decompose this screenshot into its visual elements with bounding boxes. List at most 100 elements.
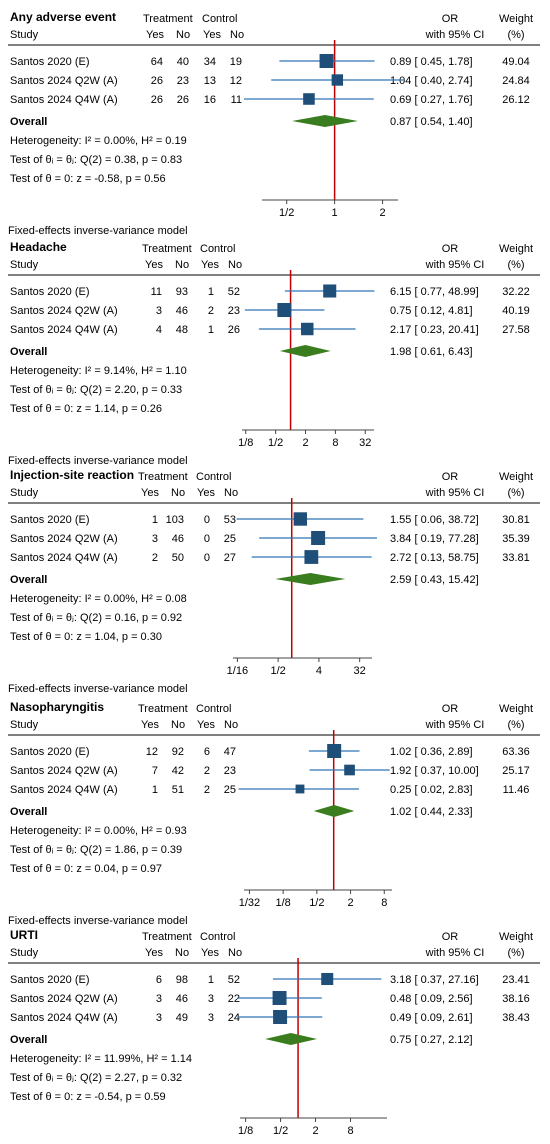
or-ci-value: 0.25 [ 0.02, 2.83] [390,784,473,796]
study-marker [344,764,355,776]
treatment-yes-value: 7 [152,765,158,777]
study-label: Santos 2020 (E) [10,56,90,68]
overall-label: Overall [10,574,47,586]
treatment-yes-value: 4 [156,324,162,336]
model-caption: Fixed-effects inverse-variance model [8,455,188,467]
treatment-no-value: 40 [177,56,189,68]
treatment-no-value: 51 [172,784,184,796]
treatment-yes-value: 3 [152,533,158,545]
treatment-yes-value: 3 [156,1012,162,1024]
control-no-value: 25 [224,784,236,796]
or-header: OR [442,243,459,255]
overall-label: Overall [10,346,47,358]
or-ci-value: 3.84 [ 0.19, 77.28] [390,533,479,545]
test-zero-text: Test of θ = 0: z = 0.04, p = 0.97 [10,863,162,875]
x-tick-label: 4 [316,665,322,677]
weight-value: 49.04 [502,56,530,68]
test-zero-text: Test of θ = 0: z = 1.04, p = 0.30 [10,631,162,643]
study-header: Study [10,487,39,499]
control-header: Control [196,703,231,715]
study-label: Santos 2020 (E) [10,286,90,298]
control-header: Control [202,13,237,25]
overall-diamond [313,805,355,817]
test-zero-text: Test of θ = 0: z = -0.58, p = 0.56 [10,173,166,185]
treatment-yes-value: 1 [152,514,158,526]
treatment-yes-header: Yes [145,947,163,959]
treatment-no-value: 103 [166,514,184,526]
or-ci-value: 0.49 [ 0.09, 2.61] [390,1012,473,1024]
treatment-yes-header: Yes [141,719,159,731]
treatment-no-value: 92 [172,746,184,758]
or-header: OR [442,13,459,25]
forest-panel-3: Injection-site reaction Treatment Control O… [8,468,540,695]
control-yes-value: 1 [208,286,214,298]
study-marker [273,1010,288,1024]
treatment-header: Treatment [142,243,192,255]
control-no-header: No [230,29,244,41]
weight-value: 23.41 [502,974,530,986]
test-theta-text: Test of θᵢ = θⱼ: Q(2) = 0.16, p = 0.92 [10,612,182,624]
weight-value: 25.17 [502,765,530,777]
treatment-no-value: 46 [172,533,184,545]
or-ci-value: 3.18 [ 0.37, 27.16] [390,974,479,986]
or-ci-value: 0.69 [ 0.27, 1.76] [390,94,473,106]
control-yes-header: Yes [201,947,219,959]
model-caption: Fixed-effects inverse-variance model [8,683,188,695]
treatment-no-value: 93 [176,286,188,298]
weight-value: 27.58 [502,324,530,336]
heterogeneity-text: Heterogeneity: I² = 0.00%, H² = 0.08 [10,593,187,605]
control-no-value: 47 [224,746,236,758]
weight-unit-header: (%) [507,259,524,271]
overall-label: Overall [10,806,47,818]
study-label: Santos 2020 (E) [10,974,90,986]
weight-header: Weight [499,243,533,255]
control-no-value: 27 [224,552,236,564]
overall-diamond [291,115,358,127]
test-zero-text: Test of θ = 0: z = 1.14, p = 0.26 [10,403,162,415]
x-tick-label: 2 [347,897,353,909]
control-no-header: No [228,259,242,271]
control-yes-value: 2 [208,305,214,317]
control-no-value: 52 [228,286,240,298]
treatment-yes-value: 1 [152,784,158,796]
study-label: Santos 2024 Q4W (A) [10,552,118,564]
weight-value: 40.19 [502,305,530,317]
control-yes-value: 3 [208,1012,214,1024]
overall-or-ci-value: 1.98 [ 0.61, 6.43] [390,346,473,358]
or-ci-value: 1.92 [ 0.37, 10.00] [390,765,479,777]
treatment-no-header: No [171,487,185,499]
treatment-no-value: 46 [176,305,188,317]
treatment-yes-value: 12 [146,746,158,758]
overall-label: Overall [10,116,47,128]
overall-or-ci-value: 1.02 [ 0.44, 2.33] [390,806,473,818]
weight-value: 11.46 [503,784,530,796]
study-label: Santos 2020 (E) [10,514,90,526]
study-marker [301,322,314,336]
treatment-yes-value: 2 [152,552,158,564]
study-label: Santos 2024 Q2W (A) [10,75,118,87]
study-label: Santos 2024 Q4W (A) [10,784,118,796]
control-yes-header: Yes [197,487,215,499]
weight-value: 26.12 [502,94,530,106]
study-header: Study [10,719,39,731]
study-marker [304,550,319,564]
control-no-header: No [228,947,242,959]
ci-header: with 95% CI [425,259,485,271]
x-tick-label: 32 [359,437,371,449]
x-tick-label: 32 [354,665,366,677]
weight-value: 32.22 [502,286,530,298]
forest-panel-5: URTI Treatment Control OR Weight Study Yes No Ye… [8,928,540,1144]
control-no-value: 23 [224,765,236,777]
treatment-yes-value: 3 [156,305,162,317]
treatment-yes-value: 26 [151,94,163,106]
treatment-header: Treatment [143,13,193,25]
treatment-no-value: 42 [172,765,184,777]
x-tick-label: 8 [347,1125,353,1137]
study-label: Santos 2024 Q4W (A) [10,324,118,336]
study-marker [272,991,287,1005]
control-header: Control [200,931,235,943]
or-ci-value: 2.72 [ 0.13, 58.75] [390,552,479,564]
or-ci-value: 6.15 [ 0.77, 48.99] [390,286,479,298]
overall-label: Overall [10,1034,47,1046]
control-no-value: 11 [231,94,242,106]
